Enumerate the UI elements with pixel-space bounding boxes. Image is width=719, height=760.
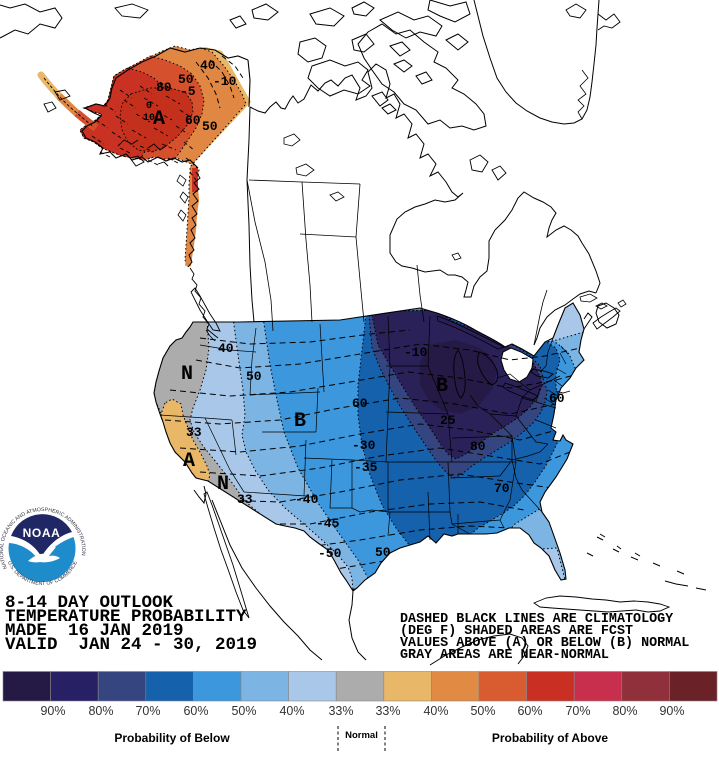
svg-text:-5: -5 [180, 84, 196, 99]
svg-text:50: 50 [246, 369, 262, 384]
svg-text:80%: 80% [612, 704, 637, 718]
svg-text:VALID JAN 24 - 30, 2019: VALID JAN 24 - 30, 2019 [5, 635, 257, 655]
svg-text:80: 80 [470, 439, 486, 454]
svg-text:33%: 33% [328, 704, 353, 718]
svg-text:8-14 DAY OUTLOOK: 8-14 DAY OUTLOOK [5, 593, 174, 613]
svg-text:40%: 40% [423, 704, 448, 718]
svg-text:60: 60 [352, 396, 368, 411]
svg-text:70: 70 [494, 481, 510, 496]
svg-text:90%: 90% [659, 704, 684, 718]
svg-text:Probability of Below: Probability of Below [114, 731, 230, 745]
svg-text:50: 50 [178, 72, 194, 87]
svg-text:90%: 90% [40, 704, 65, 718]
svg-text:10: 10 [143, 113, 155, 124]
svg-text:70%: 70% [565, 704, 590, 718]
svg-text:50: 50 [375, 545, 391, 560]
svg-text:40: 40 [200, 58, 216, 73]
svg-text:80: 80 [156, 80, 172, 95]
svg-text:50%: 50% [470, 704, 495, 718]
svg-text:A: A [183, 450, 195, 473]
svg-text:80%: 80% [88, 704, 113, 718]
svg-text:50%: 50% [231, 704, 256, 718]
svg-text:Normal: Normal [345, 730, 378, 741]
svg-text:-35: -35 [354, 460, 378, 475]
svg-text:-10: -10 [404, 345, 428, 360]
svg-text:-10: -10 [213, 74, 237, 89]
svg-text:25: 25 [440, 413, 456, 428]
svg-text:(DEG F) SHADED AREAS ARE FCST: (DEG F) SHADED AREAS ARE FCST [400, 624, 633, 639]
svg-text:60%: 60% [183, 704, 208, 718]
svg-text:VALUES ABOVE (A) OR BELOW (B): VALUES ABOVE (A) OR BELOW (B) NORMAL [400, 636, 689, 651]
svg-text:60%: 60% [517, 704, 542, 718]
svg-text:A: A [153, 108, 165, 131]
svg-text:DASHED BLACK LINES ARE CLIMATO: DASHED BLACK LINES ARE CLIMATOLOGY [400, 612, 674, 627]
svg-text:33: 33 [237, 492, 253, 507]
svg-text:0: 0 [146, 101, 152, 112]
svg-text:33: 33 [186, 425, 202, 440]
svg-text:NOAA: NOAA [23, 526, 61, 540]
svg-text:50: 50 [202, 119, 218, 134]
svg-text:GRAY AREAS ARE NEAR-NORMAL: GRAY AREAS ARE NEAR-NORMAL [400, 648, 609, 663]
svg-text:60: 60 [185, 113, 201, 128]
svg-text:MADE 16 JAN 2019: MADE 16 JAN 2019 [5, 621, 184, 641]
svg-text:Probability of Above: Probability of Above [492, 731, 609, 745]
svg-text:-50: -50 [318, 546, 342, 561]
svg-text:N: N [217, 473, 229, 496]
svg-text:TEMPERATURE PROBABILITY: TEMPERATURE PROBABILITY [5, 607, 247, 627]
svg-text:-40: -40 [295, 492, 319, 507]
svg-text:B: B [436, 375, 448, 398]
svg-text:N: N [181, 363, 193, 386]
svg-text:33%: 33% [375, 704, 400, 718]
svg-text:B: B [294, 410, 306, 433]
svg-text:40%: 40% [279, 704, 304, 718]
svg-text:70%: 70% [135, 704, 160, 718]
svg-text:40: 40 [218, 341, 234, 356]
svg-text:-30: -30 [352, 438, 376, 453]
svg-text:-45: -45 [316, 516, 340, 531]
svg-text:60: 60 [549, 391, 565, 406]
